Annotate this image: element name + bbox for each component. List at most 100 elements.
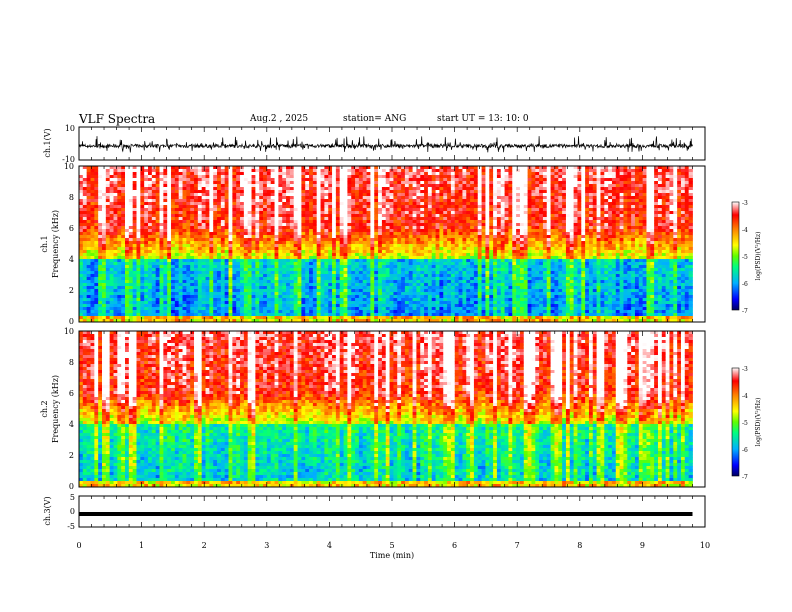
spectrogram-cell — [328, 265, 333, 269]
spectrogram-cell — [309, 277, 314, 281]
spectrogram-cell — [117, 202, 122, 206]
spectrogram-cell — [240, 229, 245, 233]
spectrogram-cell — [144, 259, 149, 263]
spectrogram-cell — [240, 256, 245, 260]
spectrogram-cell — [140, 202, 145, 206]
spectrogram-cell — [121, 265, 126, 269]
spectrogram-cell — [339, 226, 344, 230]
spectrogram-cell — [339, 271, 344, 275]
spectrogram-cell — [155, 310, 160, 314]
spectrogram-cell — [412, 259, 417, 263]
spectrogram-cell — [389, 292, 394, 296]
spectrogram-cell — [232, 283, 237, 287]
spectrogram-cell — [316, 175, 321, 179]
spectrogram-cell — [305, 313, 310, 317]
spectrogram-cell — [79, 313, 84, 317]
spectrogram-cell — [79, 280, 84, 284]
spectrogram-cell — [401, 214, 406, 218]
spectrogram-cell — [167, 193, 172, 197]
spectrogram-cell — [332, 208, 337, 212]
spectrogram-cell — [186, 166, 191, 170]
spectrogram-cell — [251, 184, 256, 188]
spectrogram-cell — [117, 220, 122, 224]
spectrogram-cell — [243, 241, 249, 245]
spectrogram-cell — [424, 301, 429, 305]
spectrogram-cell — [220, 277, 226, 281]
spectrogram-cell — [404, 175, 410, 179]
spectrogram-cell — [197, 253, 203, 257]
spectrogram-cell — [339, 298, 344, 302]
spectrogram-cell — [102, 202, 107, 206]
spectrogram-cell — [270, 283, 275, 287]
spectrogram-cell — [228, 256, 233, 260]
spectrogram-cell — [205, 214, 210, 218]
spectrogram-cell — [293, 217, 298, 221]
spectrogram-cell — [228, 259, 233, 263]
spectrogram-cell — [102, 292, 107, 296]
spectrogram-cell — [355, 280, 360, 284]
spectrogram-cell — [435, 250, 440, 254]
spectrogram-cell — [347, 169, 352, 173]
spectrogram-cell — [144, 247, 149, 251]
spectrogram-cell — [366, 262, 371, 266]
spectrogram-cell — [243, 175, 249, 179]
spectrogram-cell — [278, 241, 283, 245]
spectrogram-cell — [332, 217, 337, 221]
spectrogram-cell — [82, 196, 88, 200]
spectrogram-cell — [286, 304, 291, 308]
spectrogram-cell — [251, 247, 256, 251]
spectrogram-cell — [389, 238, 394, 242]
spectrogram-cell — [301, 229, 306, 233]
spectrogram-cell — [293, 241, 298, 245]
spectrogram-cell — [217, 262, 222, 266]
spectrogram-cell — [243, 256, 249, 260]
spectrogram-cell — [335, 172, 341, 176]
spectrogram-cell — [132, 271, 137, 275]
spectrogram-cell — [355, 247, 360, 251]
spectrogram-cell — [431, 187, 436, 191]
spectrogram-cell — [102, 253, 107, 257]
spectrogram-cell — [240, 283, 245, 287]
spectrogram-cell — [347, 178, 352, 182]
spectrogram-cell — [94, 265, 99, 269]
spectrogram-cell — [301, 262, 306, 266]
spectrogram-cell — [255, 223, 260, 227]
spectrogram-cell — [220, 271, 226, 275]
spectrogram-cell — [236, 274, 241, 278]
spectrogram-cell — [378, 217, 383, 221]
spectrogram-cell — [378, 229, 383, 233]
spectrogram-cell — [82, 259, 88, 263]
spectrogram-cell — [381, 280, 387, 284]
spectrogram-cell — [79, 256, 84, 260]
spectrogram-cell — [385, 229, 390, 233]
spectrogram-cell — [236, 196, 241, 200]
spectrogram-cell — [240, 295, 245, 299]
spectrogram-cell — [140, 190, 145, 194]
spectrogram-cell — [109, 247, 114, 251]
spectrogram-cell — [282, 277, 287, 281]
spectrogram-cell — [343, 283, 348, 287]
spectrogram-cell — [232, 202, 237, 206]
spectrogram-cell — [105, 298, 111, 302]
spectrogram-cell — [228, 169, 233, 173]
spectrogram-cell — [332, 214, 337, 218]
spectrogram-cell — [121, 280, 126, 284]
spectrogram-cell — [167, 289, 172, 293]
spectrogram-cell — [309, 262, 314, 266]
spectrogram-cell — [335, 247, 341, 251]
spectrogram-cell — [79, 181, 84, 185]
spectrogram-cell — [381, 202, 387, 206]
spectrogram-cell — [125, 202, 130, 206]
spectrogram-cell — [136, 196, 141, 200]
spectrogram-cell — [174, 193, 180, 197]
spectrogram-cell — [217, 178, 222, 182]
spectrogram-cell — [105, 265, 111, 269]
spectrogram-cell — [213, 172, 218, 176]
spectrogram-cell — [232, 205, 237, 209]
spectrogram-cell — [151, 262, 157, 266]
spectrogram-cell — [347, 283, 352, 287]
spectrogram-cell — [243, 178, 249, 182]
spectrogram-cell — [228, 304, 233, 308]
spectrogram-cell — [128, 259, 134, 263]
spectrogram-cell — [159, 304, 164, 308]
